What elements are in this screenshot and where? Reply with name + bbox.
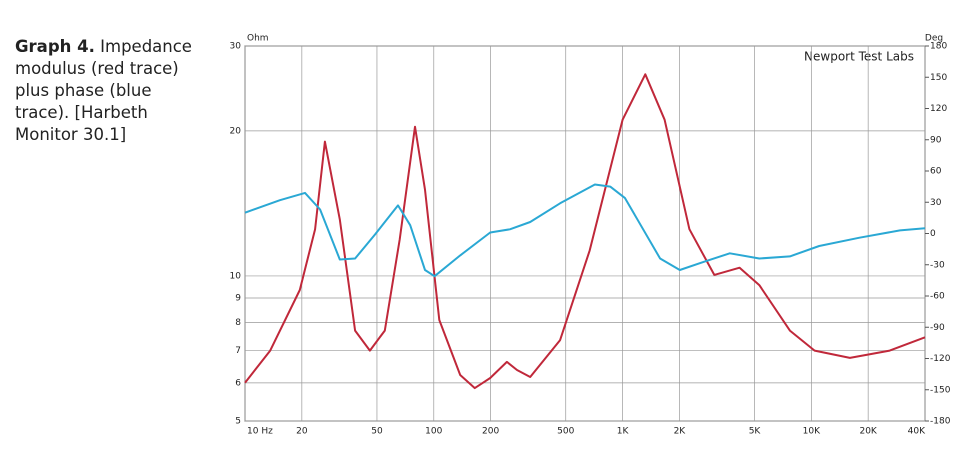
series-line (244, 73, 926, 390)
y2-tick-label: -120 (930, 354, 951, 364)
y-axis-label: Ohm (247, 34, 269, 44)
y-tick-label: 8 (235, 318, 241, 328)
y2-tick-label: -150 (930, 385, 951, 395)
y-tick-label: 5 (235, 417, 241, 427)
y-tick-label: 6 (235, 378, 241, 388)
x-tick-label: 40K (908, 427, 926, 437)
y2-tick-label: 0 (930, 229, 936, 239)
y2-tick-label: -60 (930, 292, 945, 302)
x-tick-label: 20K (859, 427, 877, 437)
y2-tick-label: -180 (930, 417, 951, 427)
y2-tick-label: 150 (930, 73, 947, 83)
y2-tick-label: -30 (930, 260, 945, 270)
x-tick-label: 100 (425, 427, 442, 437)
x-tick-label: 50 (371, 427, 383, 437)
caption: Graph 4. Impedance modulus (red trace) p… (15, 36, 205, 146)
y-tick-label: 7 (235, 346, 241, 356)
y2-tick-label: 180 (930, 42, 947, 52)
x-tick-label: 10 Hz (247, 427, 273, 437)
y-tick-label: 20 (230, 126, 242, 136)
x-tick-label: 200 (482, 427, 499, 437)
y2-tick-label: 90 (930, 135, 942, 145)
x-tick-label: 20 (296, 427, 308, 437)
y-tick-label: 10 (230, 271, 242, 281)
y2-tick-label: 60 (930, 167, 942, 177)
x-tick-label: 2K (674, 427, 687, 437)
y2-tick-label: 120 (930, 104, 947, 114)
x-tick-label: 10K (803, 427, 821, 437)
caption-title: Graph 4. (15, 37, 95, 56)
y-tick-label: 9 (235, 293, 241, 303)
y2-tick-label: -90 (930, 323, 945, 333)
annotation: Newport Test Labs (804, 50, 914, 64)
x-tick-label: 1K (617, 427, 630, 437)
y-tick-label: 30 (230, 42, 242, 52)
y2-axis-label: Deg (925, 34, 943, 44)
x-tick-label: 5K (749, 427, 762, 437)
plot-frame (244, 45, 926, 422)
x-tick-label: 500 (557, 427, 574, 437)
caption-text: Impedance modulus (red trace) plus phase… (15, 37, 192, 144)
y2-tick-label: 30 (930, 198, 942, 208)
series-line (244, 183, 926, 278)
